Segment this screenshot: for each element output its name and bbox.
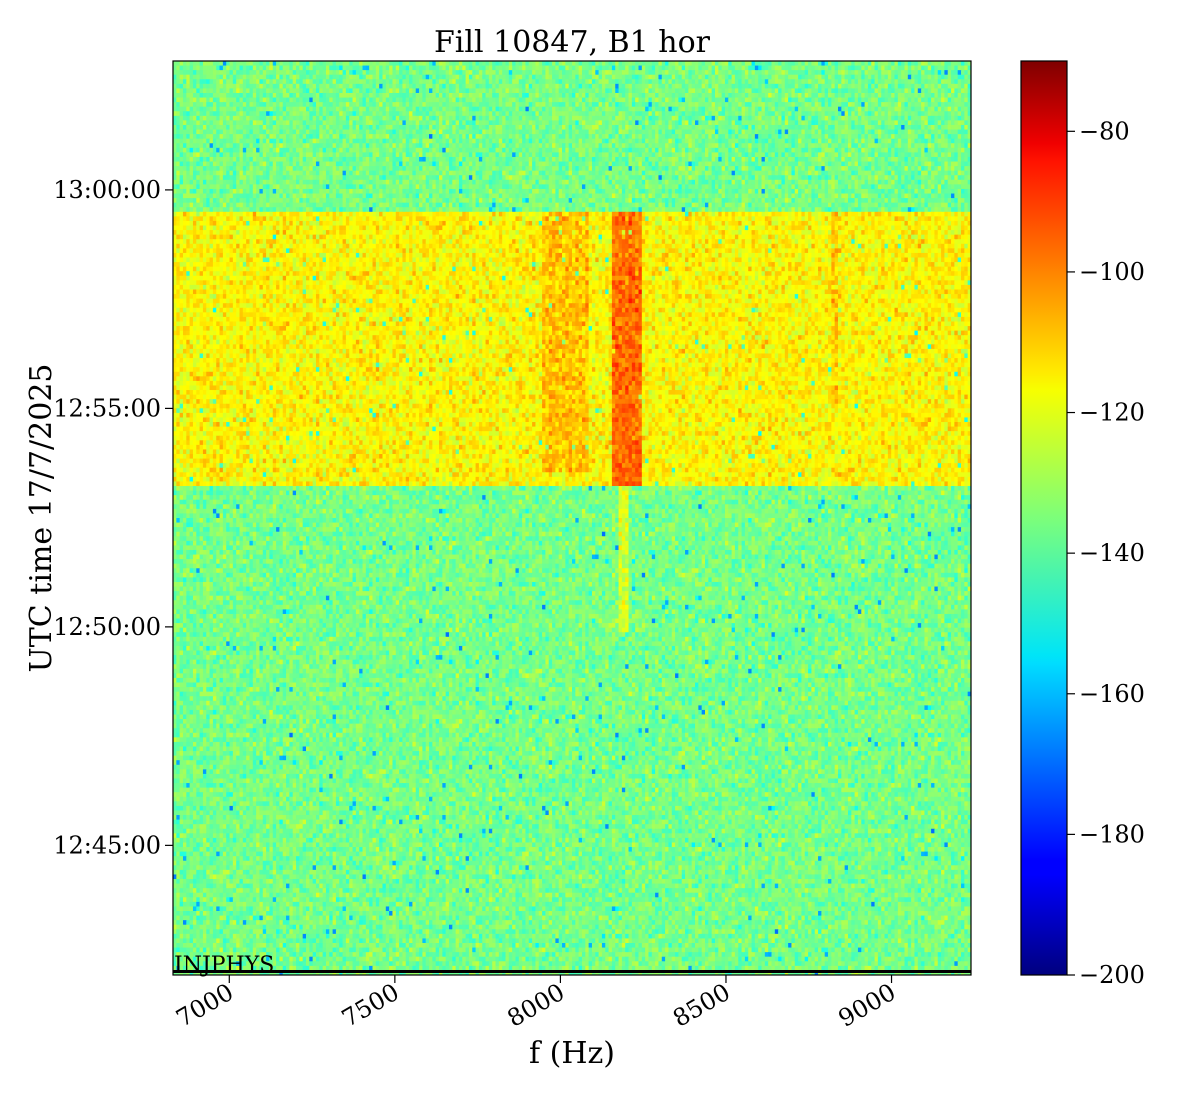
spectrogram-heatmap	[173, 61, 972, 976]
chart-title: Fill 10847, B1 hor	[434, 25, 711, 60]
